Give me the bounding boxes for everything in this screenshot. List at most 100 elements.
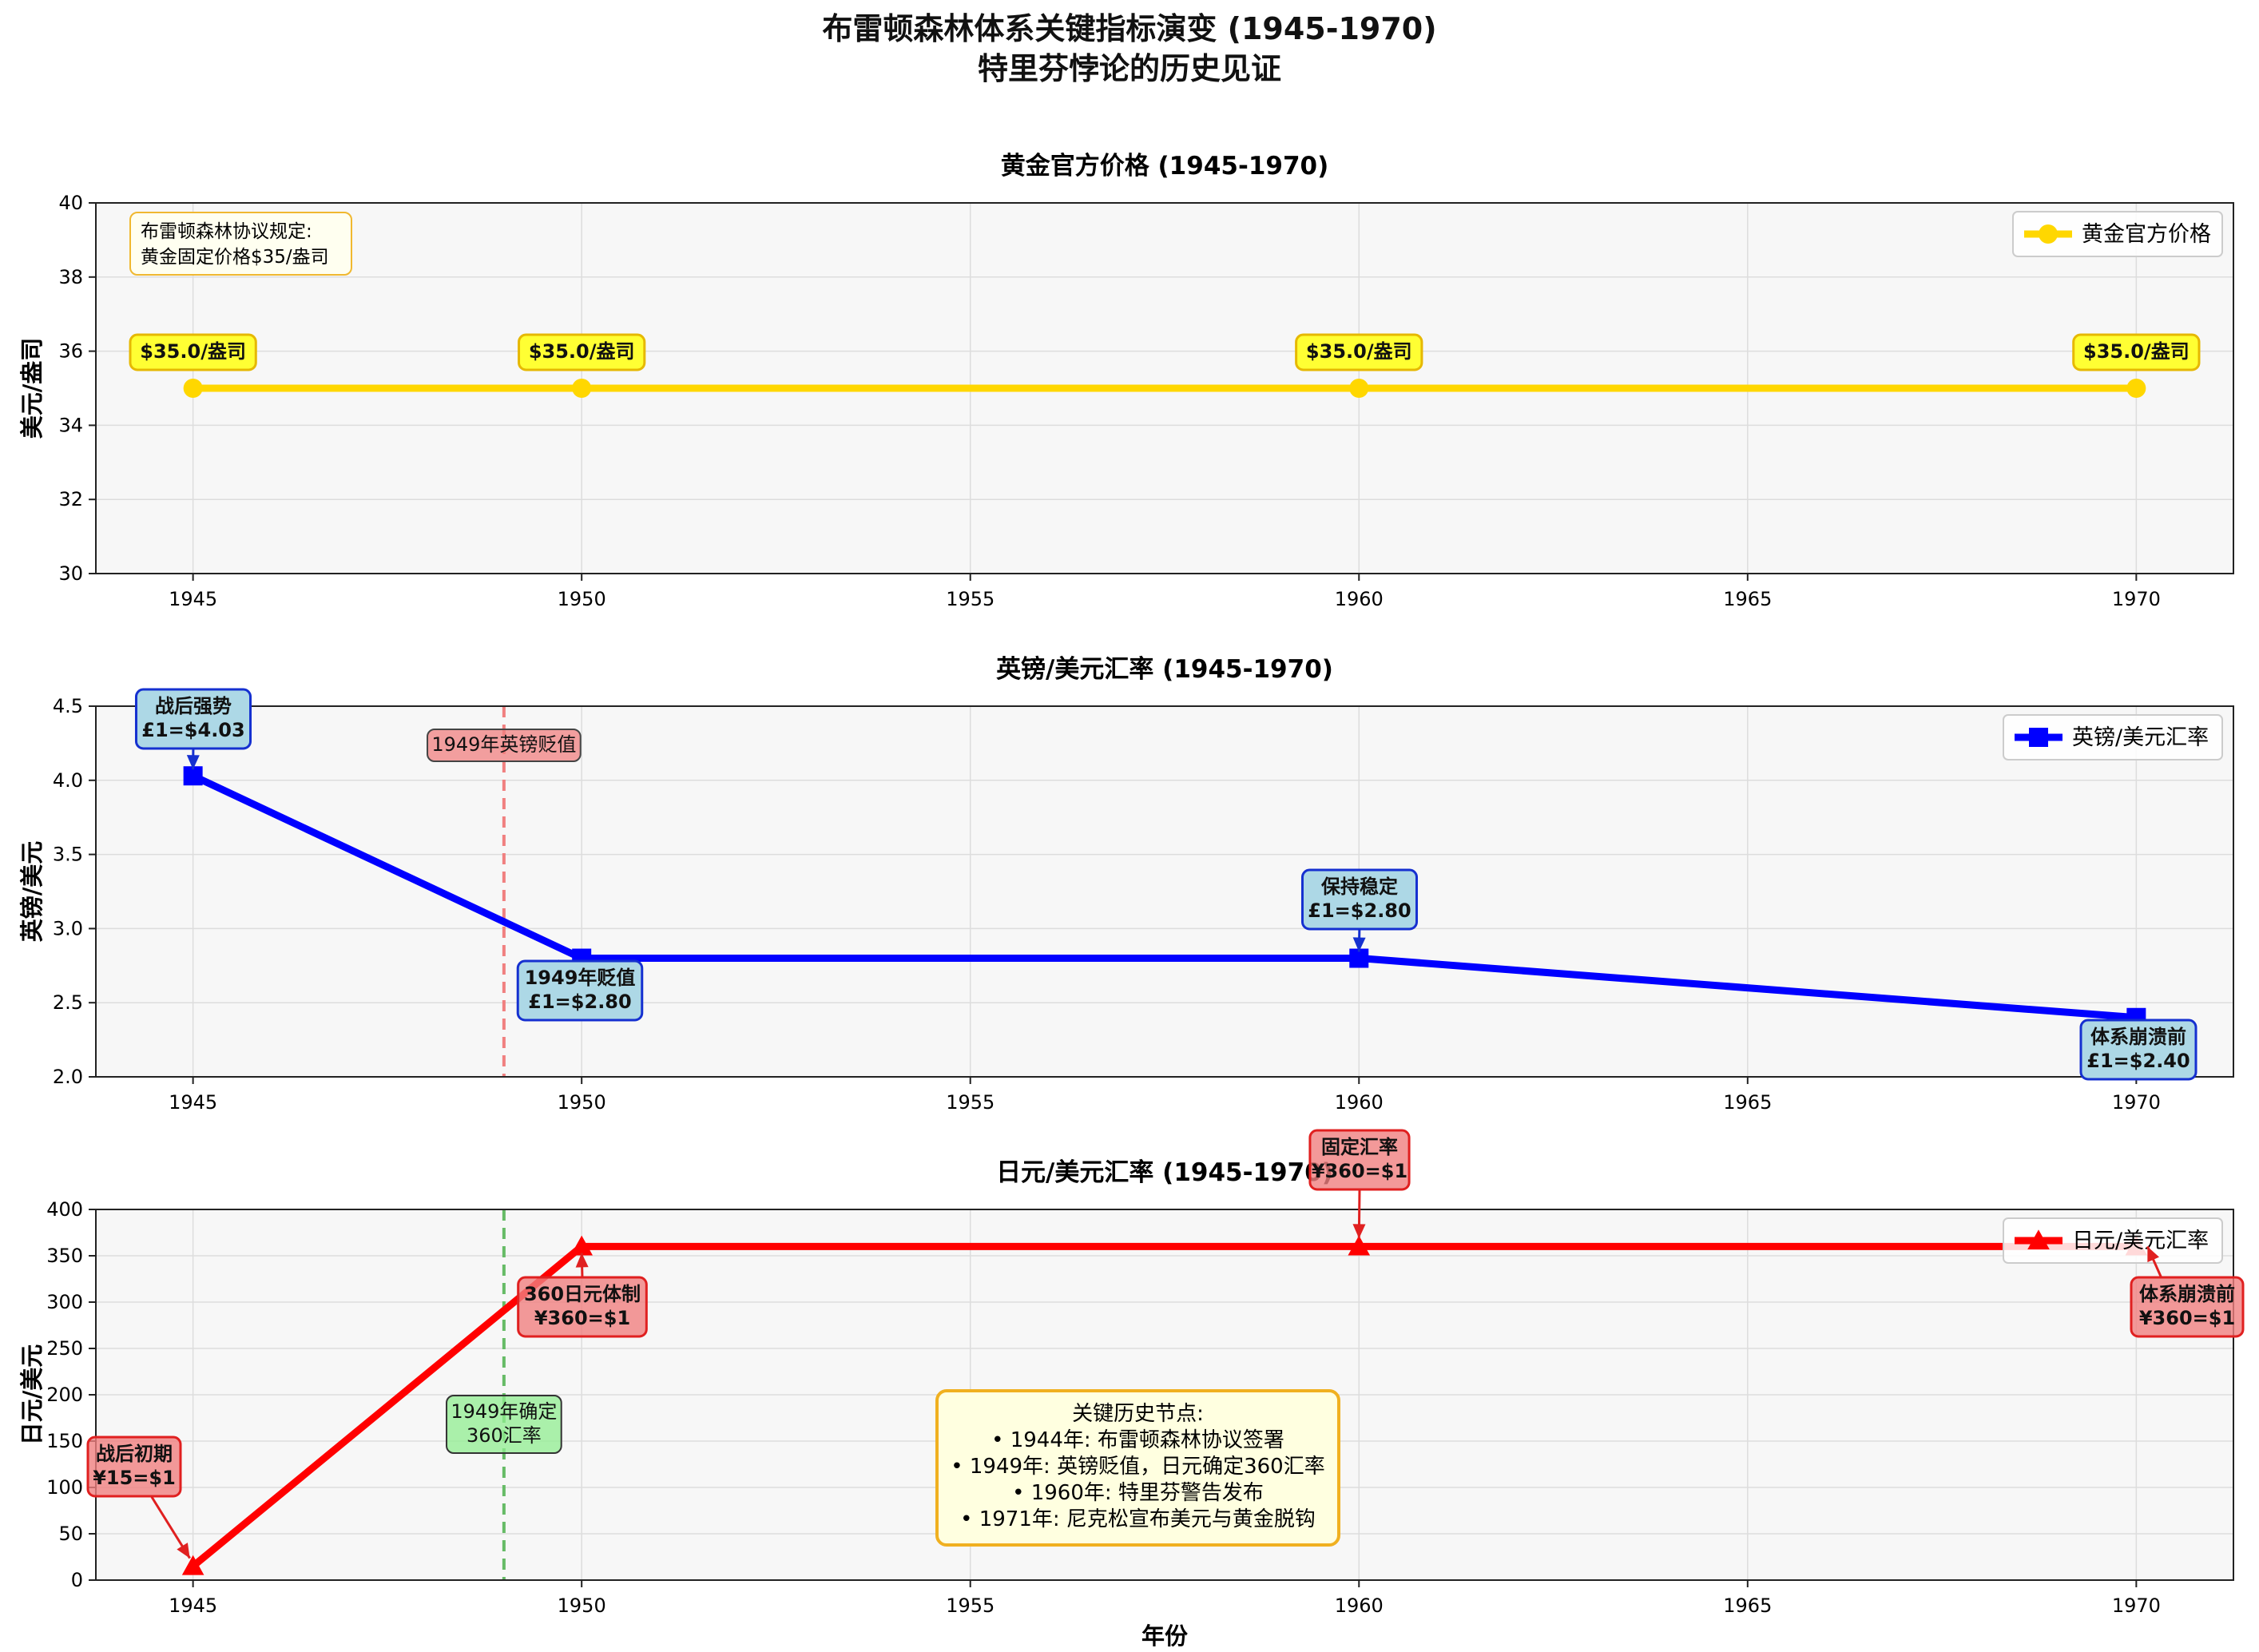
y-axis-label: 英镑/美元: [18, 841, 46, 943]
annotation-2-text: 360日元体制: [524, 1283, 641, 1305]
point-label: $35.0/盎司: [1295, 333, 1423, 371]
annotation-3-text: 保持稳定: [1320, 876, 1398, 898]
y-tick-label: 4.5: [53, 695, 83, 717]
annotation-2-text: 1949年贬值: [525, 967, 636, 989]
annotation-arrow-head: [575, 1253, 589, 1268]
point-label-box: [518, 333, 646, 371]
annotation-1-text: ¥15=$1: [93, 1467, 176, 1489]
info-line: • 1949年: 英镑贬值，日元确定360汇率: [951, 1455, 1324, 1479]
legend-marker: [2027, 1229, 2050, 1250]
note-line-1: 布雷顿森林协议规定:: [141, 221, 312, 242]
history-info-box: 关键历史节点:• 1944年: 布雷顿森林协议签署 • 1949年: 英镑贬值，日…: [935, 1389, 1340, 1547]
annotation-1-text: 战后初期: [96, 1443, 173, 1465]
y-tick-label: 250: [46, 1337, 83, 1360]
legend-marker: [2029, 728, 2048, 747]
annotation-3: 保持稳定£1=$2.80: [1300, 868, 1419, 931]
y-axis-label: 美元/盎司: [18, 338, 46, 439]
chart-panel-1: 1945 1950 1955 1960 1965 1970 30 32 34 36 38 40 黄金官方…: [18, 152, 2234, 610]
legend-label: 黄金官方价格: [2082, 222, 2211, 247]
vline-label: 1949年英镑贬值: [427, 729, 582, 762]
y-tick-label: 2.0: [53, 1066, 83, 1088]
chart-panel-2: 1945 1950 1955 1960 1965 1970 2.0 2.5 3.0 3.5 4.0 4…: [18, 655, 2234, 1114]
vline-label-box: [446, 1395, 562, 1454]
panel-title: 英镑/美元汇率 (1945-1970): [996, 655, 1333, 684]
annotation-3-box: [1308, 1129, 1411, 1191]
y-tick-label: 38: [58, 266, 83, 288]
y-tick-label: 350: [46, 1245, 83, 1267]
x-tick-label: 1955: [946, 588, 995, 610]
x-tick-label: 1960: [1335, 1594, 1384, 1617]
point-label: $35.0/盎司: [2072, 333, 2201, 371]
data-point: [572, 379, 592, 398]
x-tick-label: 1945: [169, 1091, 217, 1114]
y-tick-label: 3.0: [53, 917, 83, 939]
legend: 英镑/美元汇率: [2003, 714, 2223, 760]
y-tick-label: 36: [58, 340, 83, 363]
legend-frame: [2003, 714, 2223, 760]
x-axis-label: 年份: [1141, 1622, 1188, 1650]
note-box: 布雷顿森林协议规定: 黄金固定价格$35/盎司: [129, 212, 352, 276]
annotation-1-box: [134, 688, 252, 750]
annotation-2: 360日元体制¥360=$1: [517, 1276, 648, 1338]
data-point: [183, 379, 203, 398]
annotation-2-text: ¥360=$1: [534, 1307, 630, 1329]
x-tick-label: 1950: [558, 588, 606, 610]
annotation-4-text: £1=$2.40: [2086, 1050, 2190, 1072]
annotation-3-text: 固定汇率: [1321, 1136, 1398, 1158]
x-tick-label: 1970: [2112, 588, 2161, 610]
y-tick-label: 40: [58, 192, 83, 214]
series-line: [191, 772, 2137, 1022]
annotation-1-text: £1=$4.03: [141, 719, 244, 741]
y-tick-label: 34: [58, 414, 83, 436]
x-tick-label: 1960: [1335, 588, 1384, 610]
vline-label-box: [427, 729, 582, 762]
annotation-4-text: 体系崩溃前: [2139, 1283, 2235, 1305]
x-tick-label: 1960: [1335, 1091, 1384, 1114]
vline-label-text: 360汇率: [466, 1424, 542, 1447]
note-line-2: 黄金固定价格$35/盎司: [141, 247, 329, 268]
axes-frame: [95, 202, 2234, 574]
info-line: • 1960年: 特里芬警告发布: [1012, 1481, 1264, 1505]
x-tick-label: 1955: [946, 1594, 995, 1617]
annotation-arrow-head: [1352, 937, 1366, 952]
data-point: [2126, 379, 2146, 398]
info-line: 关键历史节点:: [1072, 1402, 1204, 1426]
data-point: [1348, 1235, 1371, 1256]
y-tick-label: 200: [46, 1384, 83, 1406]
point-label-box: [129, 333, 257, 371]
annotation-3-text: ¥360=$1: [1312, 1160, 1407, 1182]
point-label-text: $35.0/盎司: [529, 340, 635, 363]
annotation-2-box: [517, 1276, 648, 1338]
legend: 黄金官方价格: [2012, 211, 2223, 257]
y-tick-label: 100: [46, 1476, 83, 1499]
annotation-arrow-head: [1352, 1224, 1366, 1239]
annotation-3: 固定汇率¥360=$1: [1308, 1129, 1411, 1191]
x-tick-label: 1950: [558, 1594, 606, 1617]
info-frame: [935, 1389, 1340, 1547]
axes-frame: [95, 705, 2234, 1078]
annotation-arrow-head: [177, 1543, 190, 1559]
y-tick-label: 3.5: [53, 844, 83, 866]
data-point: [181, 1555, 204, 1575]
annotation-2: 1949年贬值£1=$2.80: [516, 959, 644, 1022]
point-label-box: [2072, 333, 2201, 371]
annotation-1: 战后强势£1=$4.03: [134, 688, 252, 750]
x-tick-label: 1945: [169, 1594, 217, 1617]
x-tick-label: 1945: [169, 588, 217, 610]
x-tick-label: 1965: [1723, 588, 1772, 610]
annotation-4-box: [2130, 1276, 2245, 1338]
annotation-2-text: £1=$2.80: [528, 991, 631, 1013]
data-point: [570, 1235, 593, 1256]
x-tick-label: 1965: [1723, 1091, 1772, 1114]
annotation-2-box: [516, 959, 644, 1022]
series-line: [190, 1242, 2137, 1570]
y-tick-label: 2.5: [53, 991, 83, 1014]
annotation-1-text: 战后强势: [155, 695, 232, 717]
point-label: $35.0/盎司: [129, 333, 257, 371]
point-label-box: [1295, 333, 1423, 371]
annotation-1: 战后初期¥15=$1: [86, 1436, 182, 1498]
panel-title: 日元/美元汇率 (1945-1970): [996, 1158, 1333, 1187]
point-label: $35.0/盎司: [518, 333, 646, 371]
